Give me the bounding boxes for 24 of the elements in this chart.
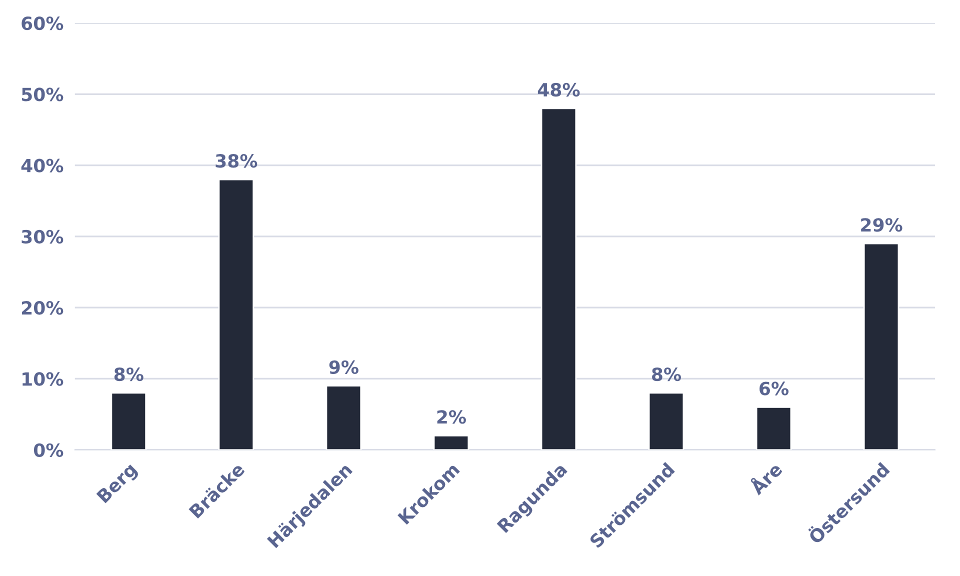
data-label: 9% [329,360,358,374]
bar [540,108,577,450]
data-label: 8% [652,367,681,382]
bar [756,406,792,450]
y-tick-label: 10% [22,372,64,386]
data-label: 29% [861,218,902,232]
bar [110,392,147,450]
data-label: 38% [216,154,258,168]
data-label: 8% [114,367,144,382]
y-tick-label: 30% [22,230,64,244]
y-tick-label: 60% [22,16,64,30]
data-label: 48% [538,82,580,97]
y-tick-label: 50% [22,88,64,102]
bar [433,434,470,450]
bar [863,242,900,450]
y-tick-label: 40% [21,158,64,172]
bar [648,392,684,450]
data-label: 6% [760,382,789,396]
bar [326,385,362,450]
y-tick-label: 0% [34,443,64,457]
x-tick-label: Åre [746,459,784,496]
y-tick-label: 20% [22,301,64,315]
bar [218,178,254,450]
data-label: 2% [437,410,466,424]
